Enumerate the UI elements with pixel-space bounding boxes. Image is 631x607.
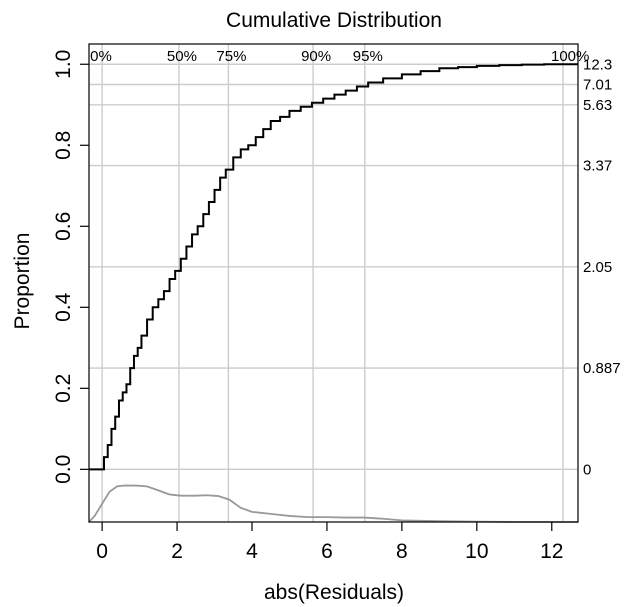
density-line <box>88 484 578 523</box>
plot-frame <box>88 43 579 523</box>
y-tick-label-4: 0.8 <box>52 131 75 160</box>
y-tick-label-2: 0.4 <box>52 292 75 322</box>
x-tick-label-0: 0 <box>96 540 108 563</box>
x-tick-label-4: 8 <box>396 540 408 563</box>
percentile-label-2: 75% <box>216 48 246 65</box>
x-tick-label-5: 10 <box>465 540 488 563</box>
x-tick-label-6: 12 <box>540 540 563 563</box>
quantile-value-label-3: 3.37 <box>583 158 612 175</box>
quantile-value-label-6: 12.3 <box>583 56 612 73</box>
quantile-value-label-0: 0 <box>583 461 591 478</box>
series-lines <box>88 63 578 523</box>
grid-lines: 0% 50% 75% 90% 95% 100% 0 0.887 2.05 3.37 5.63 7.01… <box>89 44 621 522</box>
quantile-value-label-4: 5.63 <box>583 97 612 114</box>
y-tick-label-3: 0.6 <box>52 212 75 241</box>
chart-title: Cumulative Distribution <box>226 9 442 32</box>
quantile-value-label-2: 2.05 <box>583 259 612 276</box>
percentile-label-1: 50% <box>167 48 197 65</box>
x-axis-label: abs(Residuals) <box>264 581 404 604</box>
y-tick-label-5: 1.0 <box>52 50 75 79</box>
quantile-value-label-1: 0.887 <box>583 360 621 377</box>
x-tick-label-2: 4 <box>246 540 258 563</box>
percentile-label-0: 0% <box>90 48 112 65</box>
percentile-label-5: 100% <box>551 48 589 65</box>
x-tick-label-3: 6 <box>321 540 333 563</box>
ecdf-line <box>89 63 578 471</box>
x-tick-label-1: 2 <box>171 540 183 563</box>
y-axis-label: Proportion <box>11 233 34 330</box>
percentile-label-3: 90% <box>301 48 331 65</box>
axes: 0 2 4 6 8 10 12 0.0 0.2 0.4 0.6 0.8 1.0 <box>52 50 563 563</box>
quantile-value-label-5: 7.01 <box>583 77 612 94</box>
percentile-label-4: 95% <box>353 48 383 65</box>
y-tick-label-0: 0.0 <box>52 455 75 484</box>
y-tick-label-1: 0.2 <box>52 374 75 403</box>
